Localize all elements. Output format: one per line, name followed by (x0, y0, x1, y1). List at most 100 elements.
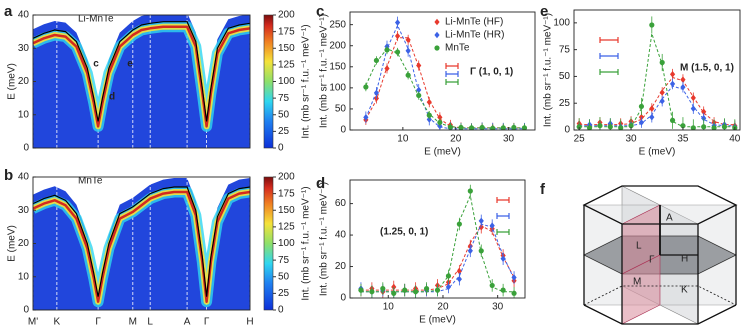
colorbar-tick-label: 200 (278, 10, 295, 21)
legend-label: MnTe (445, 43, 470, 54)
data-point (669, 80, 676, 88)
intensity-band (33, 25, 250, 128)
annotation: Γ (1, 0, 1) (470, 67, 513, 78)
data-point (690, 94, 696, 102)
data-point (458, 124, 464, 130)
data-point (618, 125, 624, 130)
data-point (416, 86, 422, 94)
resolution-bar (496, 213, 510, 219)
y-tick-label: 0 (23, 143, 29, 154)
data-point (701, 124, 707, 130)
data-point (680, 76, 686, 83)
resolution-bar (599, 37, 619, 43)
data-point (649, 113, 655, 121)
y-axis-label: Int. (mb sr⁻¹ f.u.⁻¹ meV⁻¹) (319, 182, 330, 296)
fit-line (579, 85, 735, 127)
data-point (380, 285, 386, 292)
y-tick-label: 25 (559, 98, 571, 109)
y-axis-label: E (meV) (7, 63, 18, 100)
annotation: (1.25, 0, 1) (380, 227, 428, 238)
colorbar-tick-label: 175 (278, 26, 295, 37)
data-point (489, 222, 495, 229)
data-point (416, 62, 422, 69)
data-point (363, 84, 369, 90)
data-point (394, 49, 401, 55)
data-point (649, 105, 655, 112)
plot-area (576, 16, 738, 130)
legend-marker (434, 45, 440, 51)
colorbar-label: Int. (mb sr⁻¹ f.u.⁻¹ meV⁻¹) (301, 186, 312, 300)
plot-frame (573, 9, 741, 131)
colorbar-tick-label: 175 (278, 188, 295, 199)
x-tick-label: H (246, 317, 253, 328)
colorbar (263, 176, 274, 311)
data-point (489, 282, 495, 289)
colorbar-tick-label: 150 (278, 43, 295, 54)
resolution-bar (496, 229, 510, 235)
x-tick-label: M' (28, 317, 38, 328)
panel-title: MnTe (78, 176, 103, 187)
y-axis-label: E (meV) (7, 225, 18, 262)
data-point (416, 92, 422, 99)
legend-label: Li-MnTe (HF) (445, 17, 503, 28)
colorbar-tick-label: 125 (278, 60, 295, 71)
point-label: H (681, 254, 688, 265)
fit-line (579, 33, 735, 128)
data-point (413, 289, 419, 295)
plot-frame (32, 14, 251, 149)
data-point (586, 125, 593, 130)
data-point (711, 125, 717, 130)
data-point (638, 119, 645, 126)
data-point (445, 273, 452, 279)
y-tick-label: 100 (329, 82, 346, 93)
data-point (690, 125, 696, 130)
annotation: d (109, 92, 115, 103)
data-point (521, 125, 528, 130)
resolution-bar (496, 197, 510, 203)
data-point (659, 59, 665, 66)
data-point (649, 22, 655, 28)
data-point (669, 117, 676, 123)
annotation: e (127, 59, 133, 70)
x-tick-label: 30 (492, 302, 504, 313)
data-point (479, 124, 485, 130)
x-tick-label: 25 (574, 134, 586, 145)
x-tick-label: 40 (729, 134, 741, 145)
data-point (511, 124, 517, 130)
fit-line (365, 48, 525, 129)
data-point (434, 287, 441, 293)
point-label: Γ (649, 255, 655, 266)
colorbar-tick-label: 150 (278, 205, 295, 216)
data-point (426, 112, 432, 118)
dispersion-line (33, 186, 250, 297)
x-tick-label: 20 (437, 302, 449, 313)
plot-area: MnTe (33, 176, 250, 310)
point-label: M (633, 277, 641, 288)
plot-area: Li-MnTe (33, 15, 250, 148)
data-point (511, 290, 517, 296)
panel-label: b (4, 167, 13, 184)
y-tick-label: 20 (18, 238, 30, 249)
resolution-bar (599, 53, 619, 59)
y-tick-label: 10 (18, 271, 30, 282)
annotation: c (93, 59, 99, 70)
colorbar-tick-label: 50 (278, 109, 290, 120)
y-tick-label: 50 (559, 71, 571, 82)
data-point (690, 105, 696, 112)
data-point (405, 36, 411, 44)
data-point (358, 287, 364, 293)
colorbar-tick-label: 25 (278, 288, 290, 299)
y-tick-label: 0 (340, 293, 346, 304)
data-point (405, 47, 411, 55)
plot-frame (32, 176, 251, 311)
y-tick-label: 20 (335, 261, 347, 272)
data-point (467, 188, 473, 194)
y-tick-label: 150 (329, 61, 346, 72)
fit-line (360, 194, 515, 293)
point-label: A (666, 213, 673, 224)
dispersion-line (33, 21, 250, 122)
y-tick-label: 75 (559, 44, 571, 55)
brillouin-zone: f A L Γ H M K (540, 181, 738, 325)
y-tick-label: 40 (335, 230, 347, 241)
data-point (423, 285, 430, 292)
